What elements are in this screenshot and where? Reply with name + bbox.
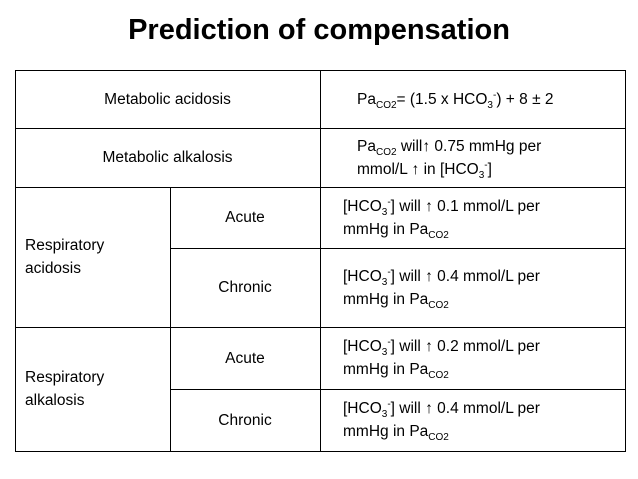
condition-cell: Respiratory alkalosis	[15, 327, 135, 451]
phase-cell: Chronic	[170, 389, 320, 451]
rule-segment: -	[387, 336, 391, 348]
rule-segment: ] will ↑ 0.1 mmol/L per	[390, 197, 540, 215]
rule-text: [HCO3-] will ↑ 0.4 mmol/L per mmHg in PaC…	[343, 265, 540, 311]
rule-line: mmHg in PaCO2	[343, 218, 540, 241]
rule-segment: ] will ↑ 0.4 mmol/L per	[390, 400, 540, 417]
rule-text: PaCO2 will↑ 0.75 mmHg per mmol/L ↑ in [HC…	[357, 135, 541, 181]
rule-segment: Pa	[357, 90, 376, 108]
rule-cell: [HCO3-] will ↑ 0.2 mmol/L per mmHg in PaC…	[320, 327, 625, 389]
phase-cell: Acute	[170, 327, 320, 389]
rule-segment: CO2	[375, 146, 397, 158]
rule-text: [HCO3-] will ↑ 0.2 mmol/L per mmHg in PaC…	[343, 335, 540, 381]
rule-segment: ]	[487, 160, 492, 178]
rule-segment: [HCO	[343, 338, 382, 355]
rule-line: mmHg in PaCO2	[343, 288, 540, 311]
rule-text: [HCO3-] will ↑ 0.1 mmol/L per mmHg in PaC…	[343, 195, 540, 241]
rule-text: [HCO3-] will ↑ 0.4 mmol/L per mmHg in PaC…	[343, 397, 540, 443]
border-line	[320, 187, 321, 327]
rule-segment: ] will ↑ 0.4 mmol/L per	[390, 267, 540, 285]
rule-cell: [HCO3-] will ↑ 0.4 mmol/L per mmHg in PaC…	[320, 248, 625, 327]
rule-segment: = (1.5 x HCO	[396, 90, 488, 108]
phase-cell: Acute	[170, 187, 320, 248]
rule-cell: PaCO2 will↑ 0.75 mmHg per mmol/L ↑ in [HC…	[320, 128, 625, 187]
rule-line: [HCO3-] will ↑ 0.4 mmol/L per	[343, 397, 540, 420]
rule-segment: 3	[381, 409, 388, 421]
cell-text: Respiratory alkalosis	[25, 369, 105, 409]
border-line	[320, 128, 321, 187]
cell-text: Acute	[225, 349, 265, 367]
rule-segment: [HCO	[343, 197, 382, 215]
rule-segment: mmHg in Pa	[343, 220, 429, 238]
condition-cell: Respiratory acidosis	[15, 187, 135, 327]
cell-text: Metabolic alkalosis	[102, 149, 233, 166]
rule-text: PaCO2= (1.5 x HCO3-) + 8 ± 2	[357, 88, 554, 111]
rule-segment: 3	[381, 276, 388, 288]
rule-segment: 3	[381, 347, 388, 359]
border-line	[170, 327, 171, 451]
rule-segment: [HCO	[343, 400, 382, 417]
rule-segment: mmHg in Pa	[343, 290, 429, 308]
rule-segment: -	[387, 196, 391, 208]
rule-segment: CO2	[428, 229, 449, 241]
rule-line: [HCO3-] will ↑ 0.4 mmol/L per	[343, 265, 540, 288]
border-line	[15, 70, 16, 452]
rule-segment: 3	[381, 206, 388, 218]
rule-segment: CO2	[375, 99, 397, 111]
rule-line: PaCO2= (1.5 x HCO3-) + 8 ± 2	[357, 88, 554, 111]
condition-cell: Metabolic alkalosis	[15, 128, 320, 187]
rule-segment: mmol/L ↑ in [HCO	[357, 160, 479, 178]
cell-text: Metabolic acidosis	[104, 90, 231, 108]
rule-segment: 3	[478, 169, 485, 181]
rule-segment: -	[387, 266, 391, 278]
rule-line: PaCO2 will↑ 0.75 mmHg per	[357, 135, 541, 158]
rule-segment: -	[492, 89, 497, 101]
cell-text: Acute	[225, 209, 265, 226]
rule-line: [HCO3-] will ↑ 0.2 mmol/L per	[343, 335, 540, 358]
border-line	[320, 327, 321, 451]
phase-cell: Chronic	[170, 248, 320, 327]
slide-title: Prediction of compensation	[128, 14, 510, 46]
rule-segment: CO2	[428, 299, 449, 311]
rule-line: mmHg in PaCO2	[343, 420, 540, 443]
rule-segment: -	[387, 398, 391, 410]
rule-line: mmHg in PaCO2	[343, 358, 540, 381]
rule-cell: PaCO2= (1.5 x HCO3-) + 8 ± 2	[320, 70, 625, 128]
rule-segment: ) + 8 ± 2	[496, 90, 554, 108]
rule-segment: CO2	[428, 432, 449, 444]
rule-segment: mmHg in Pa	[343, 423, 429, 440]
rule-segment: -	[484, 159, 488, 171]
rule-segment: mmHg in Pa	[343, 361, 429, 378]
rule-segment: Pa	[357, 137, 376, 155]
cell-text: Chronic	[218, 279, 272, 296]
rule-cell: [HCO3-] will ↑ 0.4 mmol/L per mmHg in PaC…	[320, 389, 625, 451]
cell-text: Respiratory acidosis	[25, 237, 105, 277]
border-line	[15, 451, 625, 452]
border-line	[320, 70, 321, 128]
rule-segment: ] will ↑ 0.2 mmol/L per	[390, 338, 540, 355]
rule-line: mmol/L ↑ in [HCO3-]	[357, 158, 541, 181]
rule-segment: 3	[487, 99, 493, 111]
border-line	[170, 248, 625, 249]
rule-line: [HCO3-] will ↑ 0.1 mmol/L per	[343, 195, 540, 218]
border-line	[170, 389, 625, 390]
condition-cell: Metabolic acidosis	[15, 70, 320, 128]
rule-segment: will↑ 0.75 mmHg per	[396, 137, 542, 155]
rule-cell: [HCO3-] will ↑ 0.1 mmol/L per mmHg in PaC…	[320, 187, 625, 248]
border-line	[625, 70, 626, 452]
cell-text: Chronic	[218, 411, 272, 429]
rule-segment: [HCO	[343, 267, 382, 285]
border-line	[170, 187, 171, 327]
rule-segment: CO2	[428, 370, 449, 382]
